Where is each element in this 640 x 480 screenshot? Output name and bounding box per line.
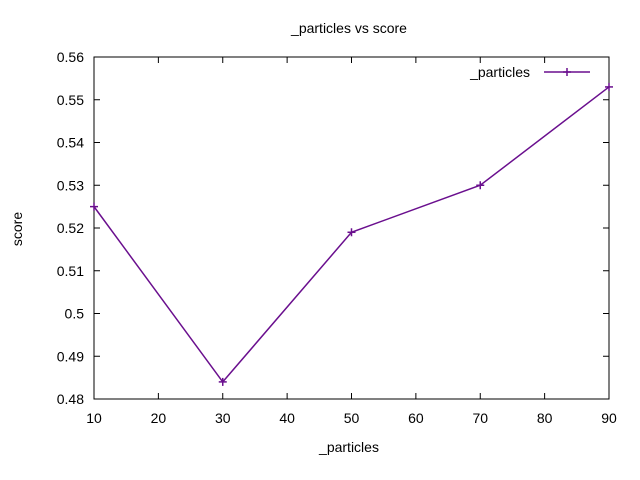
y-tick-label: 0.52 xyxy=(57,220,84,236)
axis-ticks: 0.48 0.49 0.5 0.51 0.52 0.53 0.54 0.55 0.56 10 20 3… xyxy=(57,49,617,426)
x-tick-label: 10 xyxy=(86,410,102,426)
y-axis-label: score xyxy=(9,212,25,246)
x-tick-label: 90 xyxy=(601,410,617,426)
x-tick-label: 70 xyxy=(472,410,488,426)
data-point xyxy=(90,202,98,211)
data-point xyxy=(605,82,613,91)
x-tick-label: 30 xyxy=(215,410,231,426)
y-tick-label: 0.55 xyxy=(57,92,84,108)
y-tick-label: 0.51 xyxy=(57,263,84,279)
data-point xyxy=(347,228,356,237)
data-point xyxy=(476,181,485,190)
y-tick-label: 0.48 xyxy=(57,391,84,407)
x-tick-label: 20 xyxy=(151,410,167,426)
chart-title: _particles vs score xyxy=(290,20,407,36)
plot-frame xyxy=(93,56,610,400)
x-tick-label: 80 xyxy=(537,410,553,426)
legend: _particles xyxy=(469,64,590,80)
legend-label: _particles xyxy=(469,64,530,80)
y-tick-label: 0.49 xyxy=(57,348,84,364)
x-axis-label: _particles xyxy=(318,439,379,455)
data-point xyxy=(218,377,227,386)
y-tick-label: 0.5 xyxy=(65,306,85,322)
x-tick-label: 60 xyxy=(408,410,424,426)
x-tick-label: 50 xyxy=(344,410,360,426)
series-group xyxy=(90,82,613,386)
x-tick-label: 40 xyxy=(279,410,295,426)
legend-marker xyxy=(563,68,571,76)
y-tick-label: 0.56 xyxy=(57,49,84,65)
y-tick-label: 0.54 xyxy=(57,135,84,151)
y-tick-label: 0.53 xyxy=(57,177,84,193)
